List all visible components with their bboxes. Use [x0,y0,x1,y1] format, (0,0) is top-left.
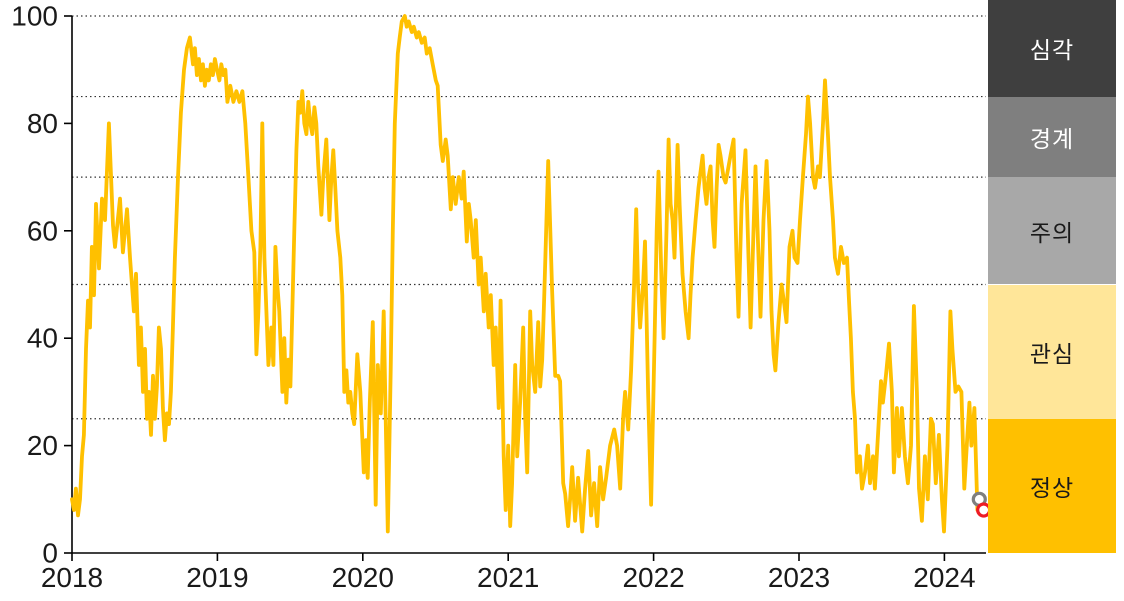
x-tick-labels: 2018 2019 2020 2021 2022 2023 2024 [41,553,976,593]
band-caution: 주의 [988,177,1116,285]
x-tick-label: 2019 [186,562,248,593]
band-normal-label: 정상 [1029,474,1075,501]
axes [71,16,986,554]
series-line [70,14,980,534]
band-attention-label: 관심 [1029,340,1075,367]
band-alert: 경계 [988,96,1116,178]
y-tick-label: 60 [27,215,58,246]
x-tick-label: 2024 [913,562,975,593]
band-alert-label: 경계 [1029,125,1075,152]
y-tick-label: 20 [27,430,58,461]
x-tick-label: 2020 [332,562,394,593]
threshold-gridlines [72,15,986,420]
band-severe: 심각 [988,0,1116,97]
x-tick-label: 2018 [41,562,103,593]
risk-level-legend-band: 심각 경계 주의 관심 정상 [988,0,1116,554]
x-tick-label: 2021 [477,562,539,593]
band-attention: 관심 [988,284,1116,419]
band-caution-label: 주의 [1029,219,1075,246]
y-tick-label: 40 [27,323,58,354]
y-tick-labels: 0 20 40 60 80 100 [11,1,72,569]
x-tick-label: 2022 [622,562,684,593]
y-tick-label: 80 [27,108,58,139]
y-tick-label: 0 [42,538,58,569]
band-normal: 정상 [988,418,1116,554]
y-tick-label: 100 [11,1,58,32]
x-tick-label: 2023 [768,562,830,593]
band-severe-label: 심각 [1029,37,1075,64]
